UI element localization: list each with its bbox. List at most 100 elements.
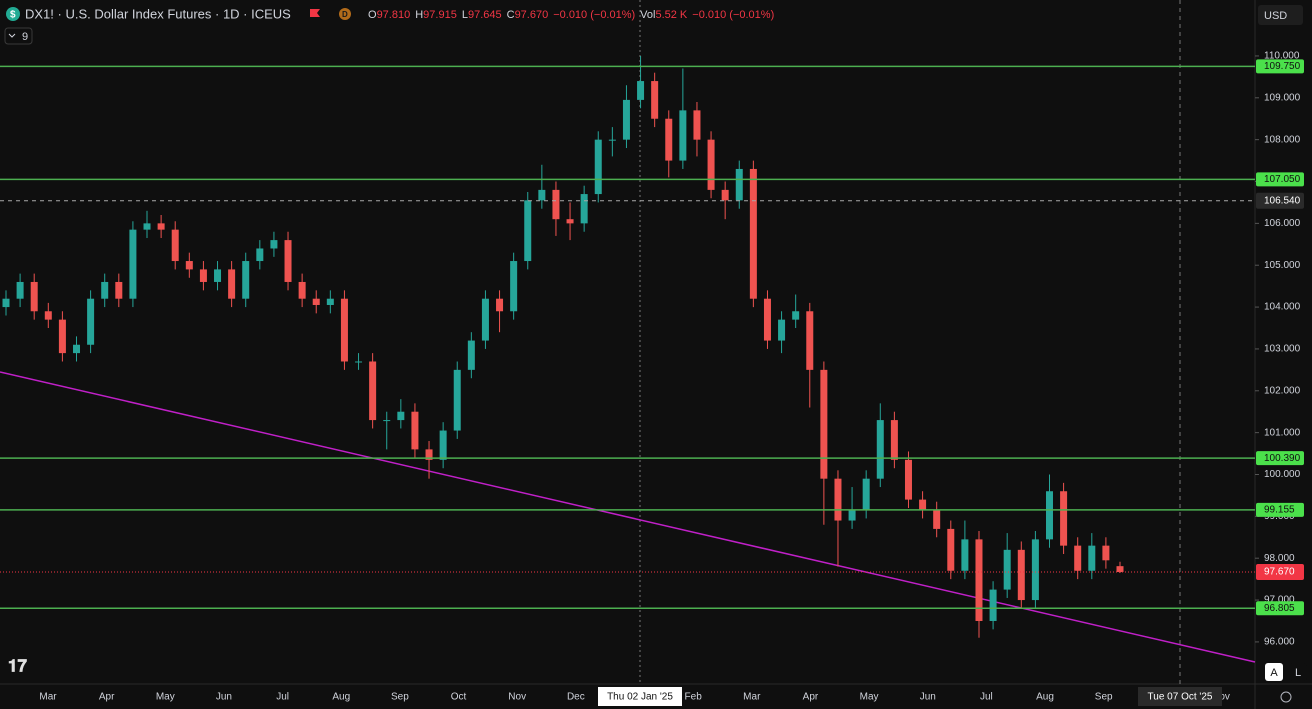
last-price-label: 97.670 (1264, 567, 1295, 578)
x-tick-label: Sep (1095, 692, 1113, 703)
x-tick-label: May (156, 692, 175, 703)
candle-body (256, 248, 264, 262)
scale-button[interactable] (1289, 663, 1307, 681)
candle-body (637, 81, 645, 100)
candle-body (143, 223, 151, 230)
candle-body (185, 261, 193, 270)
candle-body (862, 478, 870, 511)
volume-value: 5.52 K (655, 9, 687, 21)
ohlc-value: 97.670 (515, 9, 549, 21)
x-tick-label: Dec (567, 692, 585, 703)
y-tick-label: 98.000 (1264, 553, 1295, 564)
symbol-icon (6, 7, 20, 21)
level-label-bg (1256, 451, 1304, 466)
candle-body (989, 589, 997, 621)
level-label-bg (1256, 502, 1304, 517)
candle-body (820, 369, 828, 479)
x-tick-label: Jul (980, 692, 993, 703)
crosshair-date: Thu 02 Jan '25 (607, 692, 673, 703)
ohlc-key: H (415, 9, 423, 21)
candle-body (763, 298, 771, 341)
trendline (0, 371, 1256, 663)
candle-body (30, 281, 38, 312)
y-tick-label: 97.000 (1264, 595, 1295, 606)
candle-body (171, 229, 179, 262)
candle-body (242, 261, 250, 299)
candle-body (284, 240, 292, 282)
flag-icon[interactable] (310, 9, 320, 17)
candle-body (157, 223, 165, 230)
x-tick-label: Mar (39, 692, 57, 703)
ohlc-values: O 97.810 H 97.915 L 97.645 C 97.670 −0.010 (−0.0… (368, 9, 774, 21)
candle-body (919, 499, 927, 511)
candle-body (510, 261, 518, 312)
candle-body (665, 118, 673, 161)
candle-body (890, 420, 898, 460)
candle-body (1116, 566, 1124, 573)
x-tick-label: Feb (685, 692, 703, 703)
ohlc-key: C (507, 9, 515, 21)
ohlc-key: O (368, 9, 377, 21)
scale-button[interactable] (1265, 663, 1283, 681)
y-tick-label: 101.000 (1264, 427, 1301, 438)
x-tick-label: Oct (451, 692, 467, 703)
candle-body (651, 81, 659, 119)
level-label: 107.050 (1264, 174, 1301, 185)
candle-body (1017, 549, 1025, 601)
level-label: 96.805 (1264, 603, 1295, 614)
candle-body (1102, 545, 1110, 561)
candle-body (806, 311, 814, 370)
candle-body (383, 420, 391, 422)
candle-body (947, 528, 955, 571)
candle-body (1031, 539, 1039, 601)
candle-body (580, 194, 588, 224)
x-tick-label: Jul (276, 692, 289, 703)
candle-body (1060, 491, 1068, 546)
y-tick-label: 104.000 (1264, 302, 1301, 313)
level-label-bg (1256, 59, 1304, 74)
candle-body (73, 344, 81, 354)
candle-body (524, 200, 532, 262)
level-label: 99.155 (1264, 505, 1295, 516)
candle-body (1003, 549, 1011, 590)
level-label: 109.750 (1264, 61, 1301, 72)
y-tick-label: 100.000 (1264, 469, 1301, 480)
y-tick-label: 105.000 (1264, 260, 1301, 271)
candle-body (453, 369, 461, 431)
candle-body (270, 240, 278, 249)
candle-body (538, 189, 546, 201)
y-tick-label: 103.000 (1264, 344, 1301, 355)
candle-body (312, 298, 320, 305)
candle-body (115, 281, 123, 299)
candle-body (933, 510, 941, 529)
scale-button-label: L (1295, 667, 1301, 679)
level-label-bg (1256, 172, 1304, 187)
candle-body (397, 411, 405, 421)
chevron (8, 33, 16, 38)
candle-body (975, 539, 983, 621)
candle-body (87, 298, 95, 345)
dividend-glyph: D (342, 10, 348, 19)
candle-body (326, 298, 334, 305)
volume-key: Vol (640, 9, 655, 21)
candle-body (608, 139, 616, 141)
candle-body (707, 139, 715, 190)
settings-icon[interactable] (1280, 691, 1292, 703)
y-tick-label: 109.000 (1264, 92, 1301, 103)
ohlc-value: 97.645 (468, 9, 502, 21)
candle-body (58, 319, 66, 354)
currency-button[interactable] (1258, 5, 1303, 25)
crosshair-price-label: 106.540 (1264, 195, 1301, 206)
indicator-count: 9 (22, 31, 28, 43)
candle-body (693, 110, 701, 140)
y-tick-label: 102.000 (1264, 385, 1301, 396)
candle-body (129, 229, 137, 299)
candle-body (566, 219, 574, 224)
ohlc-value: 97.915 (423, 9, 457, 21)
y-tick-label: 106.000 (1264, 218, 1301, 229)
y-tick-label: 110.000 (1264, 51, 1300, 62)
indicators-toggle[interactable] (4, 27, 33, 45)
candle-body (961, 539, 969, 571)
